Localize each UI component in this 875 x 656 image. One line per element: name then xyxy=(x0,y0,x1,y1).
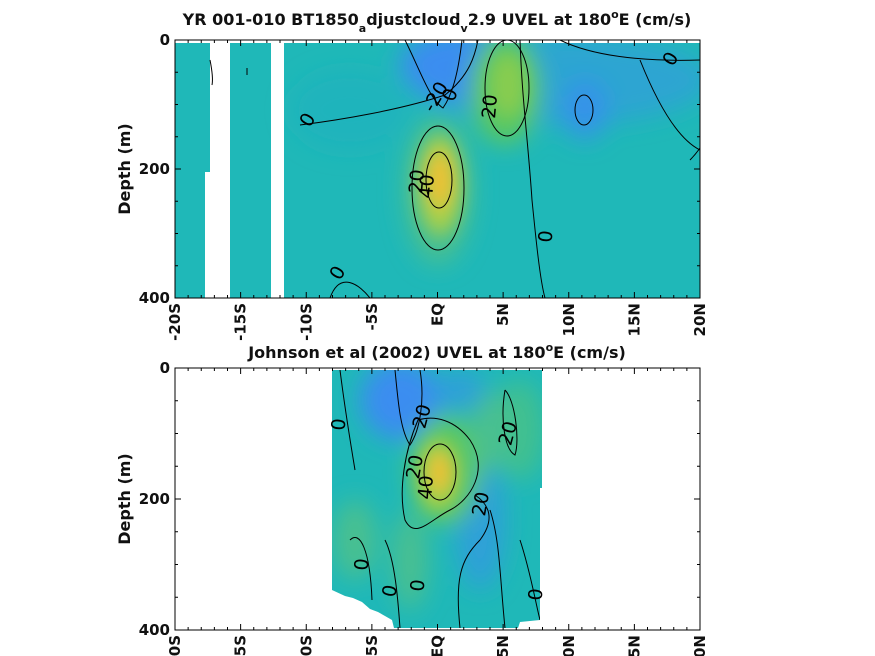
y-tick-label: 200 xyxy=(139,160,170,178)
bottom-y-axis-label: Depth (m) xyxy=(115,453,134,545)
bottom-contour-label: 20 xyxy=(468,490,494,518)
y-tick-label: 400 xyxy=(139,621,170,639)
x-tick-label: -15S xyxy=(232,635,250,656)
x-tick-label: 5N xyxy=(494,303,512,326)
x-tick-label: EQ xyxy=(429,303,447,326)
y-tick-label: 200 xyxy=(139,490,170,508)
top-x-axis: -20S -15S -10S -5S EQ 5N 10N 15N 20N xyxy=(166,40,709,341)
bottom-contour-label: 0 xyxy=(407,578,430,592)
bottom-contour-label: 0 xyxy=(378,583,402,599)
x-tick-label: -10S xyxy=(297,635,315,656)
x-tick-label: -15S xyxy=(232,303,250,341)
x-tick-label: -5S xyxy=(363,635,381,656)
bottom-heatmap xyxy=(332,370,542,628)
bottom-chart-title: Johnson et al (2002) UVEL at 180oE (cm/s… xyxy=(247,341,626,362)
x-tick-label: -20S xyxy=(166,303,184,341)
bottom-contour-label: 20 xyxy=(402,453,428,481)
bottom-contour-label: 40 xyxy=(414,474,438,500)
bottom-x-axis: -20S -15S -10S -5S EQ 5N 10N 15N 20N xyxy=(166,368,709,656)
bottom-contour-label: 0 xyxy=(351,557,374,571)
x-tick-label: 20N xyxy=(691,635,709,656)
y-tick-label: 400 xyxy=(139,289,170,307)
x-tick-label: -5S xyxy=(363,303,381,330)
x-tick-label: 15N xyxy=(625,303,643,336)
top-contour-label: 20 xyxy=(478,93,502,119)
x-tick-label: 15N xyxy=(625,635,643,656)
bottom-contour-label: 0 xyxy=(328,417,351,431)
top-heatmap xyxy=(175,40,700,298)
x-tick-label: 20N xyxy=(691,303,709,336)
x-tick-label: -20S xyxy=(166,635,184,656)
top-chart-title: YR 001-010 BT1850adjustcloudv2.9 UVEL at… xyxy=(182,8,692,35)
x-tick-label: -10S xyxy=(297,303,315,341)
top-contour-label: 40 xyxy=(415,173,439,199)
top-contour-label: 20 xyxy=(405,168,429,194)
x-tick-label: 5N xyxy=(494,635,512,656)
x-tick-label: 10N xyxy=(560,303,578,336)
top-contour-label: 0 xyxy=(535,229,558,243)
bottom-panel: Johnson et al (2002) UVEL at 180oE (cm/s… xyxy=(115,341,709,656)
y-tick-label: 0 xyxy=(160,31,170,49)
x-tick-label: 10N xyxy=(560,635,578,656)
bottom-contour-label: 0 xyxy=(525,587,548,601)
x-tick-label: EQ xyxy=(429,635,447,656)
top-y-axis-label: Depth (m) xyxy=(115,123,134,215)
top-panel: YR 001-010 BT1850adjustcloudv2.9 UVEL at… xyxy=(115,8,709,341)
y-tick-label: 0 xyxy=(160,359,170,377)
